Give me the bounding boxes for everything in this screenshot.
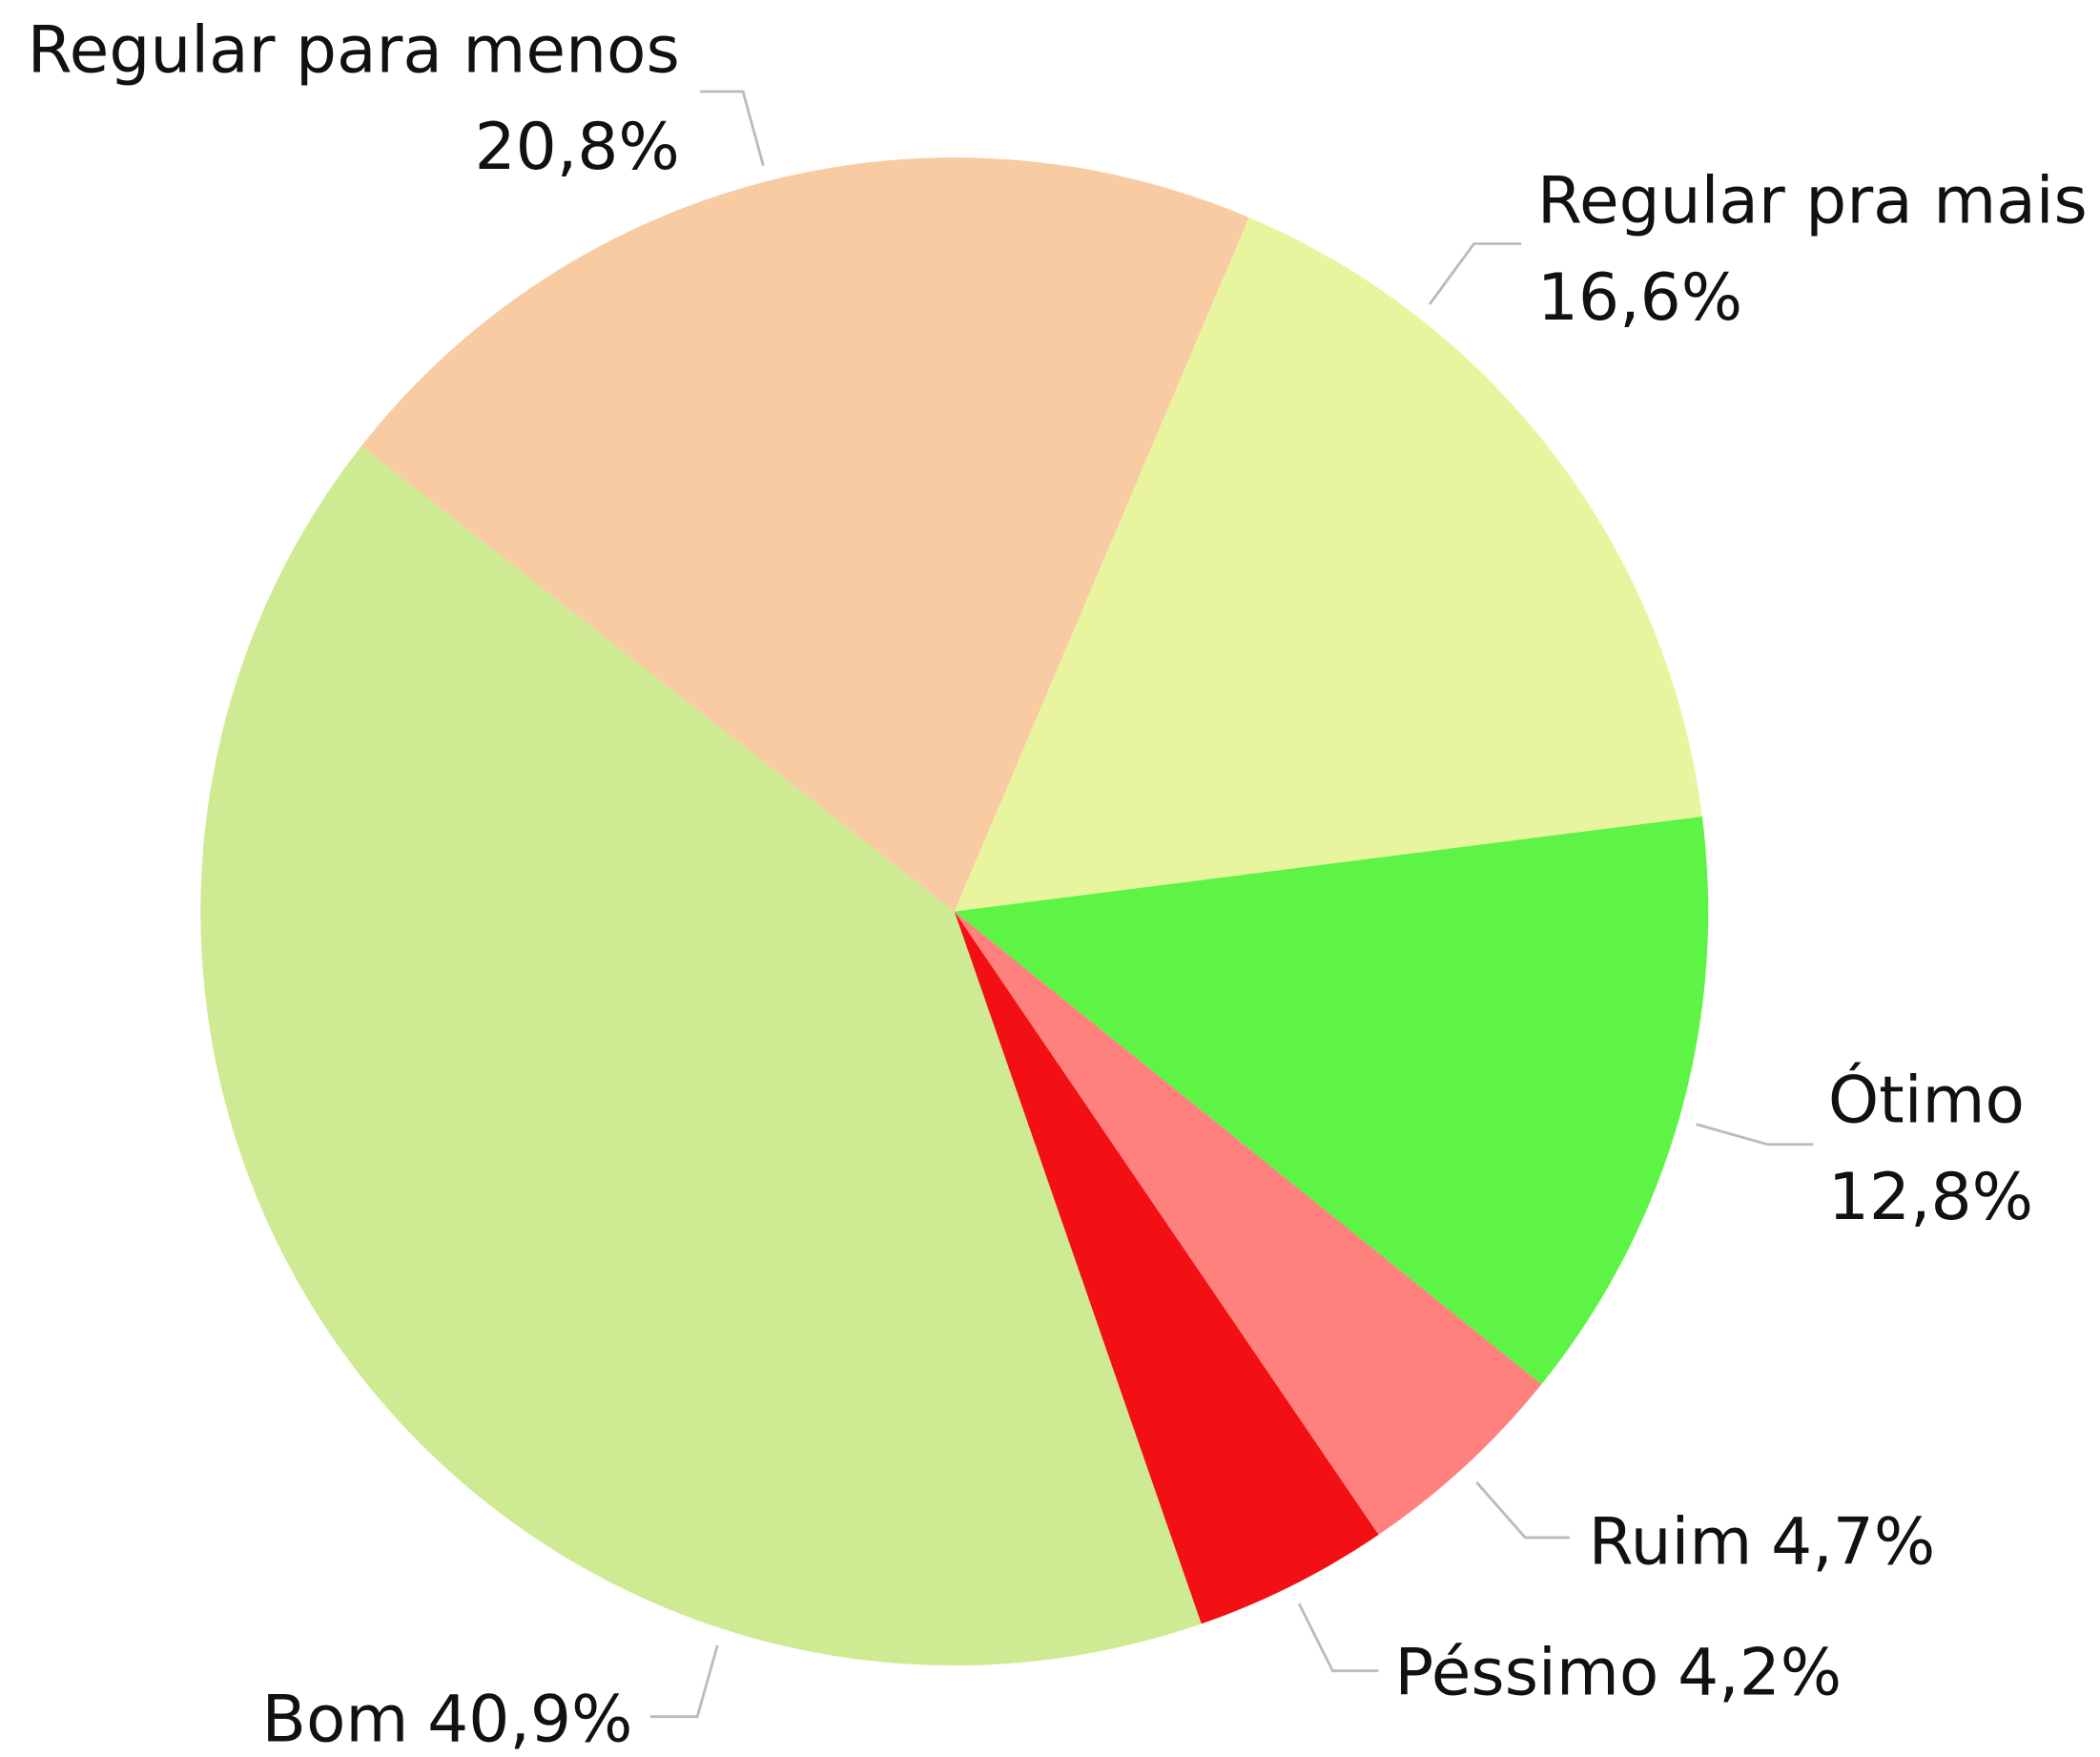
leader-line	[1297, 1602, 1379, 1673]
pie-slice	[200, 445, 1202, 1666]
data-label: Ótimo 12,8%	[1828, 1062, 2033, 1234]
label-value: 16,6%	[1537, 259, 1742, 335]
label-name: Ótimo	[1828, 1062, 2025, 1137]
label-value: 12,8%	[1828, 1159, 2033, 1234]
label-name: Péssimo	[1394, 1634, 1658, 1709]
data-label: Regular pra mais 16,6%	[1537, 162, 2088, 335]
label-name: Regular pra mais	[1537, 162, 2088, 238]
label-name: Bom	[261, 1681, 408, 1756]
pie-slice	[954, 816, 1709, 1385]
label-value: 4,2%	[1678, 1634, 1842, 1709]
label-value: 40,9%	[427, 1681, 632, 1756]
leader-line	[1428, 242, 1521, 305]
label-name: Ruim	[1589, 1503, 1753, 1579]
plot: Regular pra mais 16,6% Ótimo 12,8% Ruim 4,7% P…	[28, 11, 2088, 1756]
pie-slice	[360, 157, 1249, 912]
leader-line	[1475, 1481, 1570, 1540]
label-value: 20,8%	[475, 109, 680, 184]
data-label: Ruim 4,7%	[1589, 1503, 1936, 1579]
label-value: 4,7%	[1771, 1503, 1935, 1579]
pie-slice	[954, 911, 1379, 1624]
data-label: Bom 40,9%	[261, 1681, 632, 1756]
data-label: Regular para menos 20,8%	[28, 11, 680, 184]
pie-slice	[954, 217, 1702, 912]
leader-line	[1696, 1123, 1814, 1147]
leader-line	[649, 1644, 719, 1719]
label-name: Regular para menos	[28, 11, 680, 87]
pie-slice	[954, 911, 1542, 1536]
leader-line	[699, 90, 765, 166]
data-label: Péssimo 4,2%	[1394, 1634, 1842, 1709]
